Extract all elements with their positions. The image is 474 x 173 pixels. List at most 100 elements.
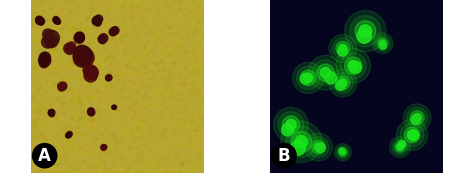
Point: [419, 54, 426, 56]
Point: [413, 37, 421, 39]
Point: [281, 35, 288, 38]
Circle shape: [338, 148, 347, 157]
Point: [153, 10, 160, 13]
Point: [166, 152, 174, 155]
Point: [67, 66, 74, 69]
Point: [182, 103, 190, 106]
Point: [35, 59, 43, 62]
Point: [81, 99, 88, 102]
Point: [109, 165, 116, 168]
Point: [160, 41, 168, 43]
Circle shape: [43, 29, 53, 40]
Point: [124, 81, 132, 84]
Point: [406, 159, 414, 162]
Point: [309, 107, 316, 110]
Point: [42, 107, 49, 110]
Point: [133, 171, 140, 173]
Point: [65, 71, 73, 73]
Point: [386, 67, 393, 70]
Point: [152, 94, 159, 97]
Point: [159, 168, 167, 171]
Point: [189, 0, 197, 2]
Point: [71, 2, 78, 5]
Point: [360, 60, 368, 63]
Point: [83, 151, 91, 154]
Point: [35, 88, 43, 91]
Point: [154, 15, 161, 18]
Point: [57, 122, 65, 124]
Point: [296, 44, 303, 46]
Point: [63, 17, 71, 20]
Point: [168, 90, 175, 92]
Point: [63, 98, 70, 100]
Point: [164, 82, 171, 85]
Point: [103, 152, 111, 154]
Point: [408, 47, 415, 50]
Point: [145, 110, 153, 113]
Point: [188, 112, 196, 115]
Circle shape: [58, 82, 66, 91]
Point: [73, 28, 80, 31]
Point: [326, 62, 334, 65]
Point: [149, 34, 157, 37]
Point: [384, 40, 392, 43]
Circle shape: [295, 136, 308, 148]
Point: [365, 33, 372, 36]
Point: [46, 158, 54, 161]
Point: [294, 157, 301, 160]
Point: [71, 58, 79, 61]
Point: [78, 155, 86, 158]
Point: [152, 43, 159, 46]
Point: [333, 156, 340, 159]
Point: [431, 22, 438, 25]
Point: [182, 112, 189, 115]
Circle shape: [380, 40, 386, 46]
Point: [194, 153, 201, 155]
Point: [176, 133, 184, 135]
Point: [76, 117, 84, 120]
Point: [84, 94, 91, 97]
Point: [308, 90, 315, 93]
Point: [37, 41, 45, 43]
Point: [131, 133, 139, 136]
Point: [95, 0, 102, 3]
Point: [46, 32, 53, 34]
Point: [297, 59, 305, 62]
Point: [74, 124, 82, 127]
Point: [33, 97, 40, 99]
Point: [67, 42, 74, 44]
Point: [146, 110, 154, 113]
Point: [407, 80, 415, 83]
Point: [64, 18, 72, 20]
Circle shape: [83, 65, 93, 75]
Point: [45, 83, 52, 85]
Point: [81, 72, 88, 75]
Point: [51, 163, 58, 166]
Point: [53, 146, 61, 149]
Point: [75, 125, 82, 128]
Point: [434, 43, 441, 46]
Point: [109, 111, 116, 114]
Point: [128, 3, 135, 6]
Point: [174, 96, 182, 99]
Point: [144, 71, 152, 73]
Point: [31, 138, 39, 141]
Point: [116, 69, 123, 71]
Point: [69, 27, 77, 30]
Point: [118, 137, 125, 140]
Circle shape: [76, 49, 94, 67]
Point: [110, 152, 118, 154]
Point: [177, 62, 185, 65]
Point: [149, 19, 157, 22]
Point: [421, 4, 429, 7]
Point: [361, 168, 368, 171]
Point: [51, 137, 59, 140]
Circle shape: [339, 148, 345, 154]
Point: [91, 7, 99, 10]
Point: [134, 85, 142, 88]
Point: [182, 8, 190, 11]
Point: [173, 110, 180, 112]
Point: [69, 90, 77, 93]
Point: [288, 107, 295, 109]
Circle shape: [345, 57, 362, 74]
